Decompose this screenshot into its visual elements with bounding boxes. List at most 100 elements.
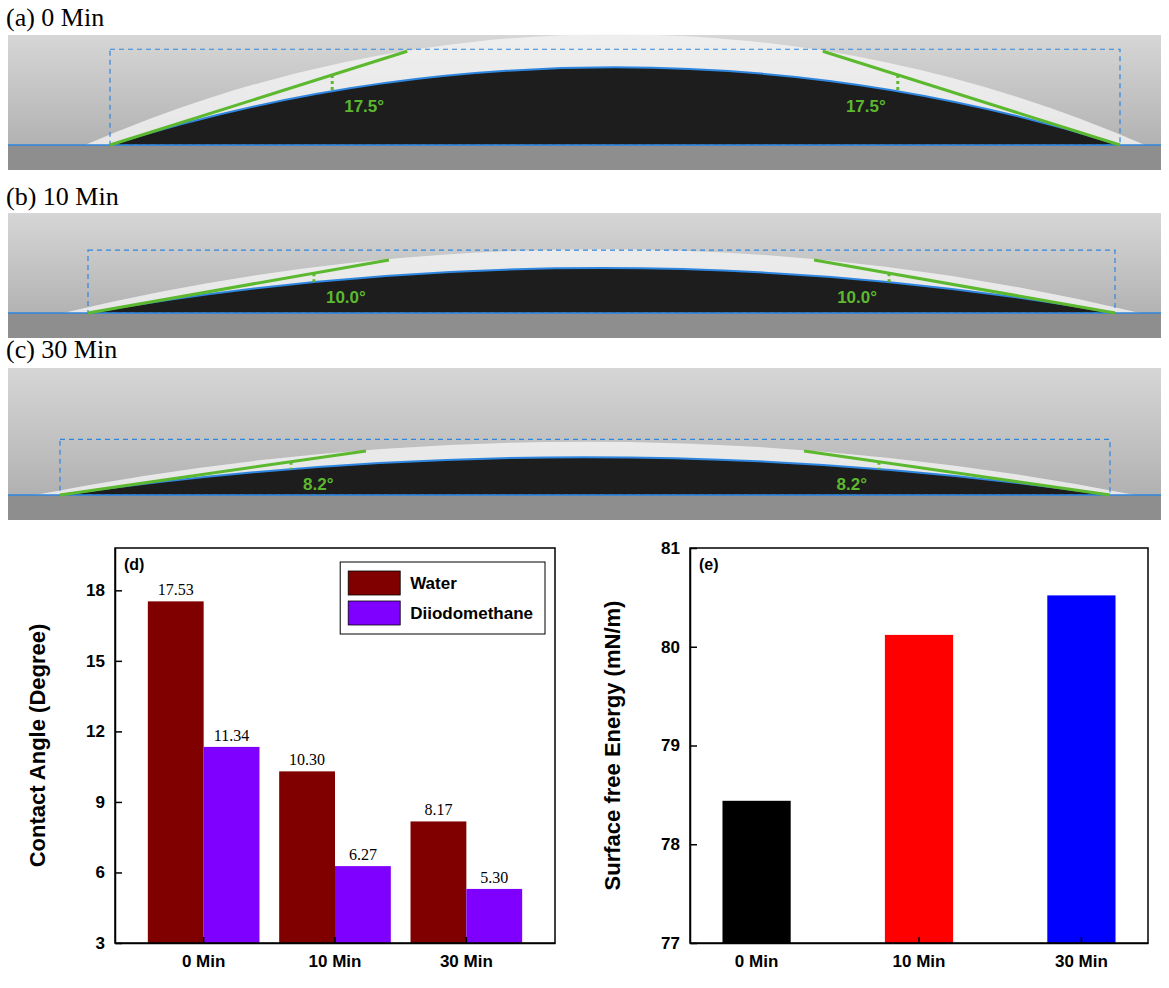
angle-label: 10.0° <box>326 288 366 307</box>
droplet-outline <box>60 457 1110 495</box>
panel-title: (b) 10 Min <box>6 182 119 211</box>
plot-frame <box>690 548 1148 943</box>
y-tick-label: 3 <box>96 934 105 953</box>
y-tick-label: 9 <box>96 793 105 812</box>
bar-chart: 17.53 10.30 8.17 11.34 6.27 5.30 3 6 9 12 15 18 0 Mi… <box>25 548 556 971</box>
data-label: 11.34 <box>214 727 249 744</box>
y-tick-mark <box>115 590 122 592</box>
y-tick: 9 <box>96 793 122 812</box>
x-tick-label: 30 Min <box>440 952 493 971</box>
y-tick-label: 15 <box>86 652 105 671</box>
y-tick-label: 12 <box>86 722 105 741</box>
y-tick-label: 79 <box>661 736 680 755</box>
droplet-panel: (a) 0 Min17.5°17.5° <box>6 3 1161 170</box>
x-tick: 10 Min <box>309 937 362 971</box>
droplet-halo <box>63 249 1140 313</box>
tangent-line <box>823 51 1120 145</box>
y-tick-mark <box>690 548 697 550</box>
bar <box>204 747 260 943</box>
y-tick-mark <box>115 661 122 663</box>
droplet-outline <box>110 67 1120 145</box>
y-tick-label: 18 <box>86 581 105 600</box>
bar <box>466 889 522 943</box>
droplet <box>60 457 1110 495</box>
bar <box>279 771 335 943</box>
y-tick-mark <box>690 844 697 846</box>
substrate <box>8 495 1161 520</box>
panel-title: (c) 30 Min <box>6 335 117 364</box>
y-tick-label: 81 <box>661 539 680 558</box>
droplet-outline <box>88 268 1115 313</box>
x-axis: 0 Min 10 Min 30 Min <box>691 937 1149 971</box>
image-background <box>8 368 1161 520</box>
bar <box>148 601 204 943</box>
panel-title: (a) 0 Min <box>6 3 104 32</box>
x-tick-mark <box>756 937 758 943</box>
angle-marker <box>312 273 315 282</box>
x-tick-mark <box>203 937 205 943</box>
bar-chart: 77787980810 Min10 Min30 MinSurface free … <box>600 539 1149 971</box>
fit-box <box>88 250 1115 313</box>
plot-marks <box>148 601 522 943</box>
legend: WaterDiiodomethane <box>340 562 545 634</box>
y-tick-mark <box>690 647 697 649</box>
data-label: 17.53 <box>158 581 194 598</box>
y-tick: 15 <box>86 652 122 671</box>
droplet <box>88 268 1115 313</box>
data-label: 5.30 <box>480 869 508 886</box>
x-tick-label: 0 Min <box>182 952 225 971</box>
panel-label: (e) <box>699 556 719 573</box>
data-label: 8.17 <box>424 801 452 818</box>
angle-marker <box>888 273 891 282</box>
angle-marker <box>331 75 334 91</box>
substrate <box>8 145 1161 170</box>
substrate <box>8 313 1161 338</box>
legend-swatch <box>348 601 400 625</box>
panel-label: (d) <box>124 556 144 573</box>
y-axis-title: Surface free Energy (mN/m) <box>600 601 625 891</box>
y-tick: 79 <box>661 736 697 755</box>
droplet-panel: (b) 10 Min10.0°10.0° <box>6 182 1161 338</box>
angle-label: 8.2° <box>303 475 334 494</box>
droplet-halo <box>35 442 1135 495</box>
droplet <box>110 67 1120 145</box>
y-tick-mark <box>690 745 697 747</box>
y-tick: 78 <box>661 835 697 854</box>
y-tick: 81 <box>661 539 697 558</box>
x-tick: 10 Min <box>893 937 946 971</box>
bar <box>335 866 391 943</box>
x-tick-label: 30 Min <box>1055 952 1108 971</box>
tangent-line <box>814 260 1115 313</box>
plot-frame <box>115 548 555 943</box>
y-axis-title: Contact Angle (Degree) <box>25 624 50 868</box>
x-tick-mark <box>334 937 336 943</box>
angle-label: 8.2° <box>837 475 868 494</box>
data-label: 6.27 <box>349 846 377 863</box>
tangent-line <box>88 260 389 313</box>
x-tick-label: 10 Min <box>309 952 362 971</box>
plot-marks <box>722 595 1115 943</box>
x-tick-label: 10 Min <box>893 952 946 971</box>
bar <box>722 801 790 943</box>
x-tick: 30 Min <box>1055 937 1108 971</box>
angle-marker <box>896 75 899 91</box>
legend-item: Diiodomethane <box>348 601 533 625</box>
bar <box>411 821 467 943</box>
tangent-line <box>804 451 1110 495</box>
tangent-line <box>110 51 407 145</box>
y-tick-mark <box>115 872 122 874</box>
y-tick-mark <box>115 731 122 733</box>
y-tick: 18 <box>86 581 122 600</box>
data-label: 10.30 <box>289 751 325 768</box>
fit-box <box>110 49 1120 145</box>
angle-marker <box>290 462 293 469</box>
y-tick-label: 6 <box>96 863 105 882</box>
y-axis: 7778798081 <box>661 539 697 953</box>
y-tick-mark <box>115 802 122 804</box>
x-tick: 30 Min <box>440 937 493 971</box>
figure: (a) 0 Min17.5°17.5°(b) 10 Min10.0°10.0°(… <box>0 0 1169 988</box>
x-tick: 0 Min <box>182 937 225 971</box>
legend-label: Diiodomethane <box>410 604 533 623</box>
bar <box>1047 595 1115 943</box>
x-tick-label: 0 Min <box>735 952 778 971</box>
